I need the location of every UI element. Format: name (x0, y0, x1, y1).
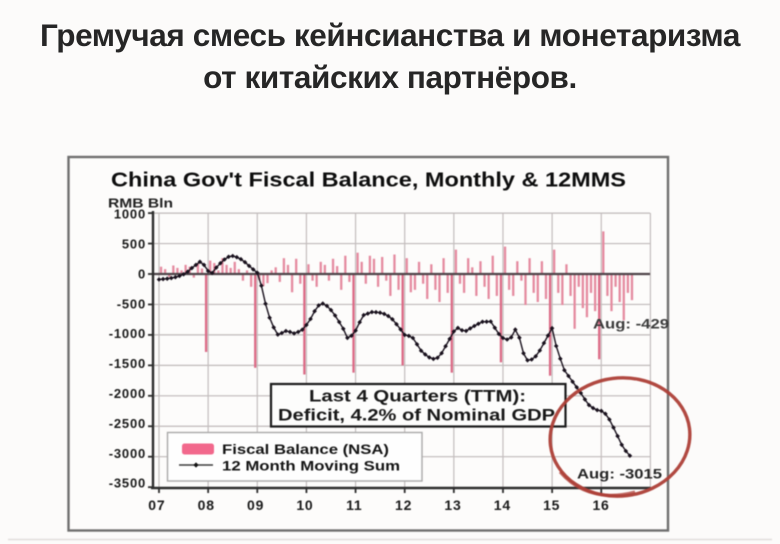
svg-text:12: 12 (395, 497, 412, 513)
svg-text:Deficit, 4.2% of Nominal GDP: Deficit, 4.2% of Nominal GDP (278, 407, 555, 425)
svg-text:0: 0 (138, 266, 146, 281)
svg-text:China Gov't Fiscal Balance, Mo: China Gov't Fiscal Balance, Monthly & 12… (111, 169, 626, 192)
svg-text:-500: -500 (117, 296, 146, 311)
svg-text:RMB Bln: RMB Bln (108, 197, 173, 211)
svg-text:1000: 1000 (114, 207, 146, 222)
svg-text:Aug: -429: Aug: -429 (593, 317, 670, 332)
svg-text:15: 15 (543, 497, 560, 513)
svg-text:-3000: -3000 (109, 446, 146, 461)
svg-text:-1000: -1000 (109, 326, 146, 341)
svg-text:07: 07 (148, 497, 165, 513)
svg-text:500: 500 (122, 237, 146, 252)
svg-text:-2000: -2000 (109, 386, 146, 401)
svg-text:16: 16 (592, 497, 609, 513)
svg-text:08: 08 (198, 497, 215, 513)
svg-text:11: 11 (346, 497, 362, 513)
svg-text:13: 13 (444, 497, 461, 513)
svg-text:-2500: -2500 (109, 416, 146, 431)
svg-text:09: 09 (247, 497, 264, 513)
svg-text:Fiscal Balance (NSA): Fiscal Balance (NSA) (222, 442, 389, 458)
svg-text:10: 10 (296, 497, 313, 513)
svg-text:12 Month Moving Sum: 12 Month Moving Sum (222, 459, 400, 475)
svg-text:Last 4 Quarters (TTM):: Last 4 Quarters (TTM): (309, 388, 526, 406)
svg-text:Aug: -3015: Aug: -3015 (577, 466, 662, 482)
svg-text:-1500: -1500 (109, 356, 146, 371)
svg-text:14: 14 (494, 497, 511, 513)
svg-text:-3500: -3500 (109, 476, 146, 491)
